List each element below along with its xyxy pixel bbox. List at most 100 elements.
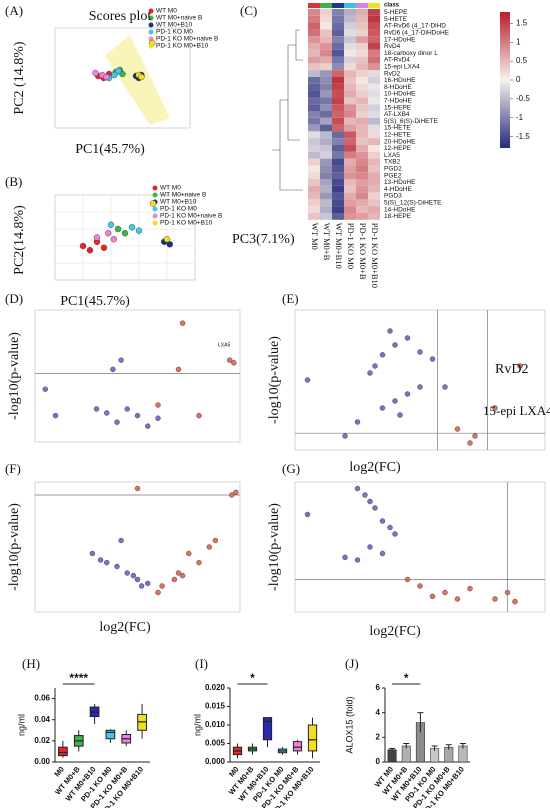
heatmap-cell	[320, 43, 332, 50]
legend-swatch	[152, 213, 158, 219]
point	[138, 73, 145, 81]
legend-swatch	[148, 22, 154, 28]
heatmap-cell	[356, 90, 368, 98]
point	[227, 357, 233, 363]
heatmap-cell	[332, 104, 344, 111]
legend-label: PD-1 KO M0+B10	[160, 220, 213, 227]
point	[212, 537, 219, 544]
y-tick-label: 0.02	[34, 736, 50, 745]
heatmap-cell	[332, 49, 344, 57]
plot-frame	[54, 194, 196, 281]
point	[367, 498, 373, 505]
heatmap-cell	[368, 63, 380, 71]
row-label: RvD6 (4_17-DiHDoHE	[384, 30, 450, 37]
point	[454, 596, 461, 602]
heatmap-cell	[356, 111, 368, 118]
x-axis-label: PC1(45.7%)	[60, 294, 130, 309]
heatmap-cell	[308, 111, 320, 118]
point	[134, 485, 141, 492]
heatmap-cell	[344, 165, 356, 173]
row-label: 20-HDoHE	[384, 138, 416, 145]
point	[417, 384, 423, 390]
heatmap-cell	[356, 185, 368, 193]
row-label: 4-HDoHE	[384, 186, 412, 193]
significance: ****	[69, 671, 88, 685]
y-axis-label: -log10(p-value)	[267, 336, 282, 424]
heatmap-cell	[344, 36, 356, 43]
y-axis-label: PC2(14.8%)	[12, 205, 27, 275]
point	[392, 531, 398, 537]
heatmap-cell	[356, 63, 368, 71]
point	[492, 596, 498, 602]
class-bar	[356, 3, 368, 8]
panel-label: (B)	[5, 174, 22, 189]
y-tick-label: 0.010	[205, 720, 226, 729]
point	[404, 576, 411, 583]
point	[93, 406, 100, 412]
heatmap-cell	[320, 15, 332, 23]
point	[492, 405, 498, 411]
heatmap-cell	[344, 43, 356, 50]
y-axis-label: ng/ml	[16, 714, 26, 736]
heatmap-cell	[344, 90, 356, 98]
heatmap-cell	[320, 63, 332, 71]
point	[354, 557, 361, 563]
heatmap-cell	[368, 56, 380, 64]
heatmap-cell	[344, 179, 356, 186]
legend-label: WT M0	[160, 185, 181, 192]
row-label: 18-HEPE	[384, 213, 412, 220]
point	[118, 357, 124, 363]
row-label: AT-RvD6 (4_17-DiHD	[384, 23, 446, 30]
point	[128, 224, 136, 231]
box	[307, 724, 318, 752]
point	[379, 352, 386, 358]
heatmap-cell	[332, 83, 344, 91]
heatmap-cell	[308, 199, 320, 207]
row-label: 12-HEPE	[384, 145, 412, 152]
point	[186, 550, 192, 557]
y-tick-label: 0.00	[34, 757, 50, 766]
heatmap-cell	[344, 15, 356, 23]
y-tick-label: 0.020	[205, 683, 226, 692]
row-label: 10-HDoHE	[384, 91, 416, 98]
point	[342, 433, 348, 439]
heatmap-cell	[320, 151, 332, 159]
heatmap-cell	[332, 199, 344, 207]
heatmap-cell	[320, 77, 332, 84]
row-label: 5(S)_6(S)-DiHETE	[384, 118, 438, 125]
heatmap-cell	[344, 199, 356, 207]
heatmap-cell	[344, 213, 356, 220]
heatmap-cell	[308, 151, 320, 159]
row-label: 5-HEPE	[384, 9, 408, 16]
heatmap-cell	[308, 213, 320, 220]
heatmap-cell	[368, 97, 380, 105]
point	[206, 544, 212, 550]
point	[442, 384, 448, 390]
heatmap-cell	[368, 131, 380, 139]
row-label: 15-epi LXA4	[384, 64, 420, 71]
heatmap-cell	[320, 117, 332, 125]
heatmap-cell	[332, 36, 344, 43]
legend-swatch	[152, 192, 158, 198]
heatmap-cell	[344, 97, 356, 105]
point	[86, 247, 94, 254]
point	[159, 583, 165, 589]
colorbar-label: -1	[516, 113, 524, 122]
y-tick-label: 6	[376, 683, 381, 692]
heatmap-cell	[344, 131, 356, 139]
point	[114, 225, 122, 233]
heatmap-cell	[368, 22, 380, 30]
heatmap-cell	[356, 158, 368, 166]
plot-frame	[54, 27, 191, 129]
heatmap-cell	[320, 131, 332, 139]
heatmap-cell	[320, 22, 332, 30]
heatmap-cell	[308, 56, 320, 64]
legend-label: WT M0	[156, 8, 177, 15]
point	[79, 242, 87, 250]
point	[442, 589, 448, 596]
colorbar-label: 0.5	[516, 56, 528, 65]
box	[105, 729, 116, 740]
heatmap-cell	[320, 36, 332, 43]
heatmap-cell	[320, 138, 332, 145]
heatmap-cell	[320, 70, 332, 77]
